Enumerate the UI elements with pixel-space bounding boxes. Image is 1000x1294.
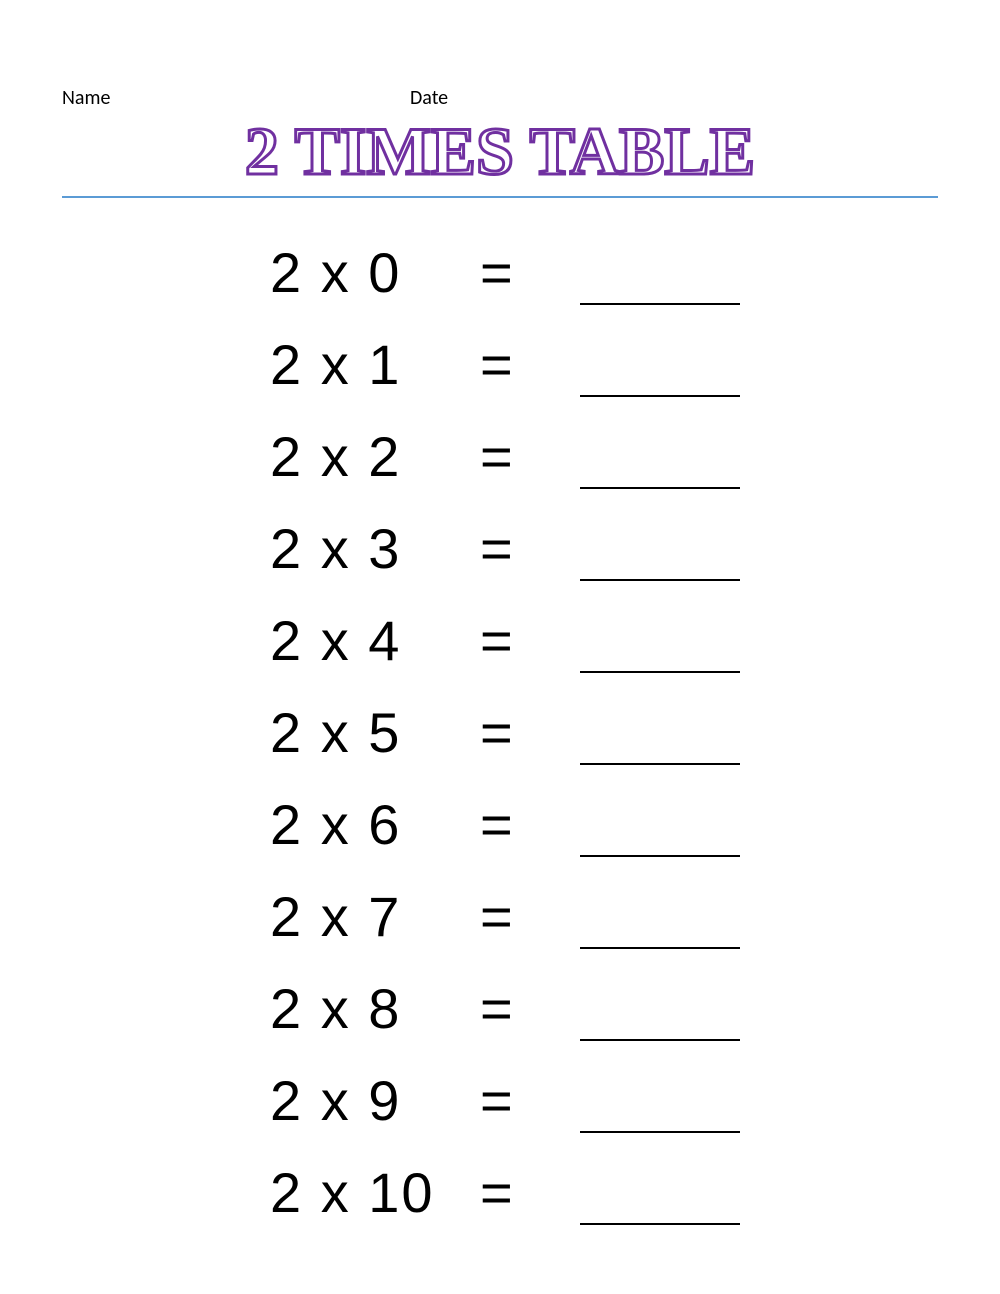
problem-row: 2 x 9 = <box>270 1054 810 1146</box>
equals-sign: = <box>480 608 550 673</box>
problem-expression: 2 x 6 <box>270 792 480 857</box>
problem-row: 2 x 5 = <box>270 686 810 778</box>
problem-expression: 2 x 5 <box>270 700 480 765</box>
problem-row: 2 x 7 = <box>270 870 810 962</box>
header-labels: Name Date <box>62 86 938 110</box>
equals-sign: = <box>480 1160 550 1225</box>
answer-blank[interactable] <box>580 671 740 673</box>
problem-expression: 2 x 2 <box>270 424 480 489</box>
answer-blank[interactable] <box>580 579 740 581</box>
problem-row: 2 x 2 = <box>270 410 810 502</box>
problem-row: 2 x 4 = <box>270 594 810 686</box>
answer-blank[interactable] <box>580 947 740 949</box>
answer-blank[interactable] <box>580 395 740 397</box>
equals-sign: = <box>480 424 550 489</box>
title-text: 2 TIMES TABLE <box>245 113 755 189</box>
equals-sign: = <box>480 700 550 765</box>
problem-expression: 2 x 8 <box>270 976 480 1041</box>
worksheet-title: 2 TIMES TABLE <box>0 110 1000 199</box>
answer-blank[interactable] <box>580 1223 740 1225</box>
date-label: Date <box>410 86 448 110</box>
equals-sign: = <box>480 884 550 949</box>
problem-expression: 2 x 0 <box>270 240 480 305</box>
equals-sign: = <box>480 792 550 857</box>
equals-sign: = <box>480 516 550 581</box>
title-divider <box>62 196 938 198</box>
answer-blank[interactable] <box>580 855 740 857</box>
problem-row: 2 x 10 = <box>270 1146 810 1238</box>
title-svg: 2 TIMES TABLE <box>150 110 850 194</box>
answer-blank[interactable] <box>580 487 740 489</box>
problem-row: 2 x 3 = <box>270 502 810 594</box>
answer-blank[interactable] <box>580 1131 740 1133</box>
name-label: Name <box>62 86 410 110</box>
problem-expression: 2 x 10 <box>270 1160 480 1225</box>
answer-blank[interactable] <box>580 303 740 305</box>
problem-expression: 2 x 3 <box>270 516 480 581</box>
problem-expression: 2 x 1 <box>270 332 480 397</box>
equals-sign: = <box>480 976 550 1041</box>
problem-expression: 2 x 4 <box>270 608 480 673</box>
equals-sign: = <box>480 332 550 397</box>
answer-blank[interactable] <box>580 1039 740 1041</box>
problem-expression: 2 x 7 <box>270 884 480 949</box>
equals-sign: = <box>480 240 550 305</box>
problems-list: 2 x 0 = 2 x 1 = 2 x 2 = 2 x 3 = 2 x 4 = … <box>270 226 810 1238</box>
problem-row: 2 x 0 = <box>270 226 810 318</box>
equals-sign: = <box>480 1068 550 1133</box>
problem-expression: 2 x 9 <box>270 1068 480 1133</box>
problem-row: 2 x 1 = <box>270 318 810 410</box>
answer-blank[interactable] <box>580 763 740 765</box>
problem-row: 2 x 8 = <box>270 962 810 1054</box>
problem-row: 2 x 6 = <box>270 778 810 870</box>
